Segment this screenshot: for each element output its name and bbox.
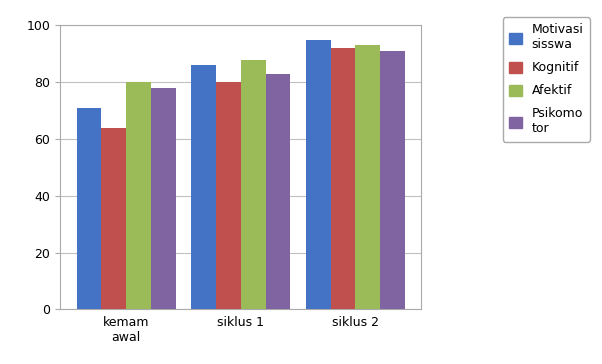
- Bar: [380, 51, 405, 309]
- Bar: [241, 60, 265, 309]
- Bar: [306, 40, 330, 309]
- Bar: [355, 46, 380, 309]
- Bar: [216, 82, 241, 309]
- Bar: [101, 128, 126, 309]
- Bar: [76, 108, 101, 309]
- Bar: [151, 88, 176, 309]
- Bar: [265, 74, 290, 309]
- Bar: [126, 82, 151, 309]
- Bar: [191, 65, 216, 309]
- Legend: Motivasi
sisswa, Kognitif, Afektif, Psikomo
tor: Motivasi sisswa, Kognitif, Afektif, Psik…: [503, 17, 590, 142]
- Bar: [330, 48, 355, 309]
